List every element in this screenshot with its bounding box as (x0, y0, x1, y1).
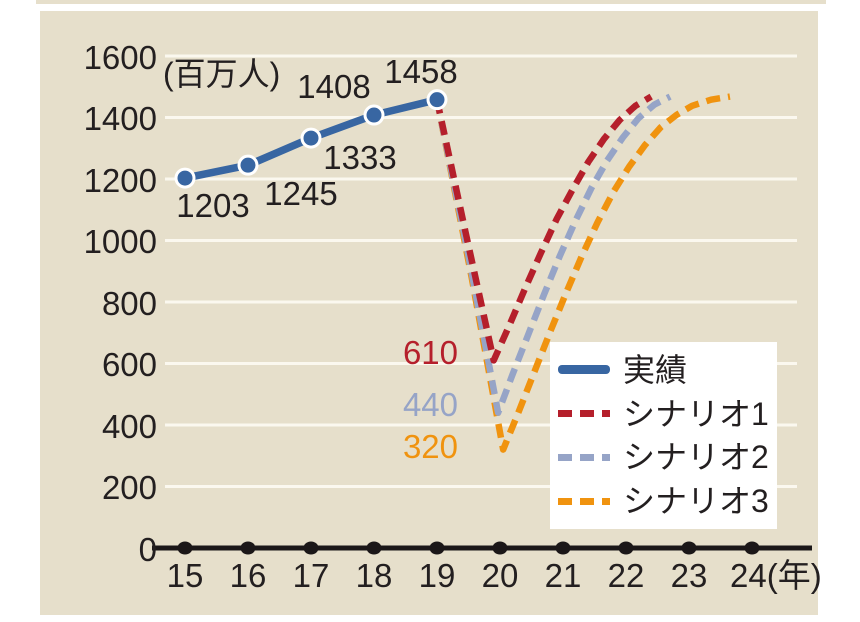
x-tick-17: 17 (292, 557, 330, 594)
y-axis-unit-label: (百万人) (163, 56, 281, 92)
data-label-1245: 1245 (264, 175, 338, 212)
data-label-1203: 1203 (176, 187, 250, 224)
legend-row-scenario1: シナリオ1 (558, 394, 777, 434)
y-tick-1000: 1000 (83, 223, 157, 260)
y-tick-1200: 1200 (83, 162, 157, 199)
legend-box: 実績 シナリオ1 シナリオ2 シナリオ3 (550, 342, 777, 529)
x-tick-22: 22 (607, 557, 645, 594)
legend-swatch-scenario2-dashes (558, 453, 610, 461)
legend-label-scenario1: シナリオ1 (623, 395, 769, 432)
x-tick-23: 23 (670, 557, 708, 594)
y-tick-1600: 1600 (83, 39, 157, 76)
y-tick-600: 600 (101, 346, 157, 383)
legend-row-actual: 実績 (558, 350, 777, 390)
dip-label-scenario1-610: 610 (402, 334, 458, 371)
y-tick-200: 200 (101, 469, 157, 506)
x-tick-15: 15 (166, 557, 204, 594)
x-tick-19: 19 (418, 557, 456, 594)
legend-label-scenario2: シナリオ2 (623, 439, 769, 476)
data-label-1458: 1458 (384, 53, 458, 90)
legend-label-scenario3: シナリオ3 (623, 483, 769, 520)
legend-swatch-actual-line (558, 365, 610, 375)
x-tick-20: 20 (481, 557, 519, 594)
x-tick-18: 18 (355, 557, 393, 594)
x-tick-24-year: 24(年) (730, 557, 822, 594)
data-label-1333: 1333 (323, 139, 397, 176)
legend-row-scenario2: シナリオ2 (558, 437, 777, 477)
y-tick-0: 0 (138, 531, 157, 568)
legend-swatch-scenario3-dashes (558, 497, 610, 505)
legend-swatch-scenario1-dashes (558, 410, 610, 418)
y-tick-1400: 1400 (83, 100, 157, 137)
x-tick-21: 21 (544, 557, 582, 594)
legend-label-actual: 実績 (623, 351, 688, 388)
dip-label-scenario2-440: 440 (402, 386, 458, 423)
legend-row-scenario3: シナリオ3 (558, 481, 777, 521)
y-tick-400: 400 (101, 408, 157, 445)
dip-label-scenario3-320: 320 (402, 428, 458, 465)
y-tick-800: 800 (101, 285, 157, 322)
page-edge-strip (36, 0, 826, 4)
data-label-1408: 1408 (297, 68, 371, 105)
x-tick-16: 16 (229, 557, 267, 594)
